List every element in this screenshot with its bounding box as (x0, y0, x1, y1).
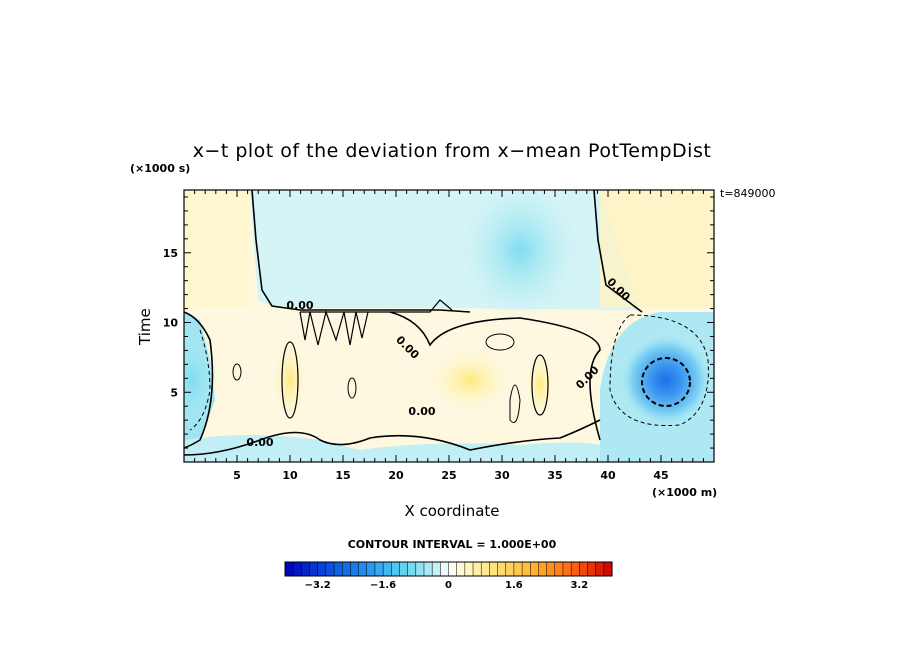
x-tick-label: 30 (494, 469, 510, 482)
colorbar-cell (284, 561, 294, 577)
colorbar-cell (440, 561, 450, 577)
upper-cyan-core (460, 190, 580, 320)
colorbar-cell (546, 561, 556, 577)
colorbar-cell (603, 561, 613, 577)
colorbar-tick-label: 1.6 (505, 580, 523, 591)
colorbar-cell (521, 561, 531, 577)
colorbar (284, 561, 613, 577)
contour-warm-left (281, 341, 299, 419)
bottom-cyan-band (184, 435, 600, 462)
contour-zero-middle-line (300, 299, 453, 313)
colorbar-cell (399, 561, 409, 577)
heatmap-field (184, 190, 714, 462)
colorbar-cell (366, 561, 376, 577)
colorbar-cell (480, 561, 490, 577)
upper-cyan-region (250, 190, 640, 310)
colorbar-labels: −3.2 −1.6 0 1.6 3.2 (305, 580, 589, 591)
colorbar-cell (423, 561, 433, 577)
colorbar-cell (570, 561, 580, 577)
colorbar-cell (530, 561, 539, 577)
colorbar-cell (587, 561, 597, 577)
right-cold-core (618, 332, 714, 428)
colorbar-tick-label: 3.2 (570, 580, 588, 591)
contour-value-label: 0.00 (286, 299, 313, 312)
contour-small-blob-d (509, 384, 521, 423)
colorbar-cell (579, 561, 589, 577)
x-tick-label: 45 (653, 469, 668, 482)
colorbar-cell (464, 561, 474, 577)
colorbar-cell (325, 561, 335, 577)
time-label: t=849000 (720, 187, 776, 200)
contour-zero-bottom (184, 419, 601, 456)
colorbar-cell (505, 561, 515, 577)
upper-right-warm (600, 190, 714, 308)
warm-blob-left (274, 340, 306, 420)
contour-wave-spikes (299, 309, 369, 346)
y-tick-label: 10 (163, 317, 179, 330)
y-tick-label: 15 (163, 247, 178, 260)
colorbar-cell (333, 561, 343, 577)
x-tick-label: 20 (388, 469, 404, 482)
colorbar-cell (391, 561, 400, 577)
colorbar-cell (538, 561, 548, 577)
upper-left-warm (184, 190, 250, 308)
x-tick-label: 25 (441, 469, 456, 482)
colorbar-cell (341, 561, 351, 577)
x-tick-label: 10 (282, 469, 298, 482)
colorbar-cell (595, 561, 605, 577)
colorbar-frame (284, 561, 613, 577)
contour-zero-center (389, 311, 601, 441)
x-tick-label: 5 (233, 469, 241, 482)
colorbar-cell (448, 561, 458, 577)
x-axis-label: X coordinate (404, 502, 500, 520)
contour-warm-right (531, 354, 549, 416)
colorbar-cell (415, 561, 425, 577)
colorbar-tick-label: −1.6 (370, 580, 396, 591)
warm-blob-right (526, 353, 554, 417)
colorbar-cell (374, 561, 384, 577)
contour-interval-label: CONTOUR INTERVAL = 1.000E+00 (347, 538, 557, 551)
colorbar-cell (350, 561, 360, 577)
colorbar-tick-label: −3.2 (305, 580, 331, 591)
colorbar-cell (407, 561, 417, 577)
colorbar-cell (301, 561, 311, 577)
axis-ticks (184, 190, 714, 462)
y-axis-unit: (×1000 s) (130, 162, 191, 175)
x-axis-unit: (×1000 m) (652, 486, 718, 499)
colorbar-cell (456, 561, 466, 577)
axis-tick-labels: 5 10 15 20 25 30 35 40 45 5 10 15 (163, 247, 669, 482)
colorbar-tick-label: 0 (445, 580, 452, 591)
colorbar-cell (554, 561, 564, 577)
x-tick-label: 35 (547, 469, 562, 482)
contour-zero-upper-right (593, 190, 643, 313)
contour-value-label: 0.00 (408, 405, 435, 418)
colorbar-cell (489, 561, 499, 577)
contour-lines (184, 190, 709, 456)
colorbar-cell (513, 561, 523, 577)
colorbar-cell (431, 561, 441, 577)
contour-neg3-core (641, 357, 691, 407)
colorbar-cell (309, 561, 319, 577)
x-tick-label: 40 (600, 469, 616, 482)
chart-title: x−t plot of the deviation from x−mean Po… (192, 140, 712, 162)
y-tick-label: 5 (170, 386, 178, 399)
contour-zero-left (184, 311, 214, 449)
colorbar-cell (497, 561, 507, 577)
warm-blob-center (430, 350, 510, 410)
contour-value-label: 0.00 (246, 436, 273, 449)
x-tick-label: 15 (335, 469, 350, 482)
colorbar-cell (382, 561, 392, 577)
colorbar-cell (317, 561, 327, 577)
colorbar-cell (292, 561, 302, 577)
colorbar-cell (562, 561, 572, 577)
contour-zero-upper-left (251, 190, 471, 313)
contour-small-blob-a (232, 363, 242, 381)
contour-small-blob-b (347, 377, 357, 399)
contour-small-blob-c (485, 333, 515, 351)
colorbar-cell (358, 561, 368, 577)
colorbar-cell (472, 561, 482, 577)
